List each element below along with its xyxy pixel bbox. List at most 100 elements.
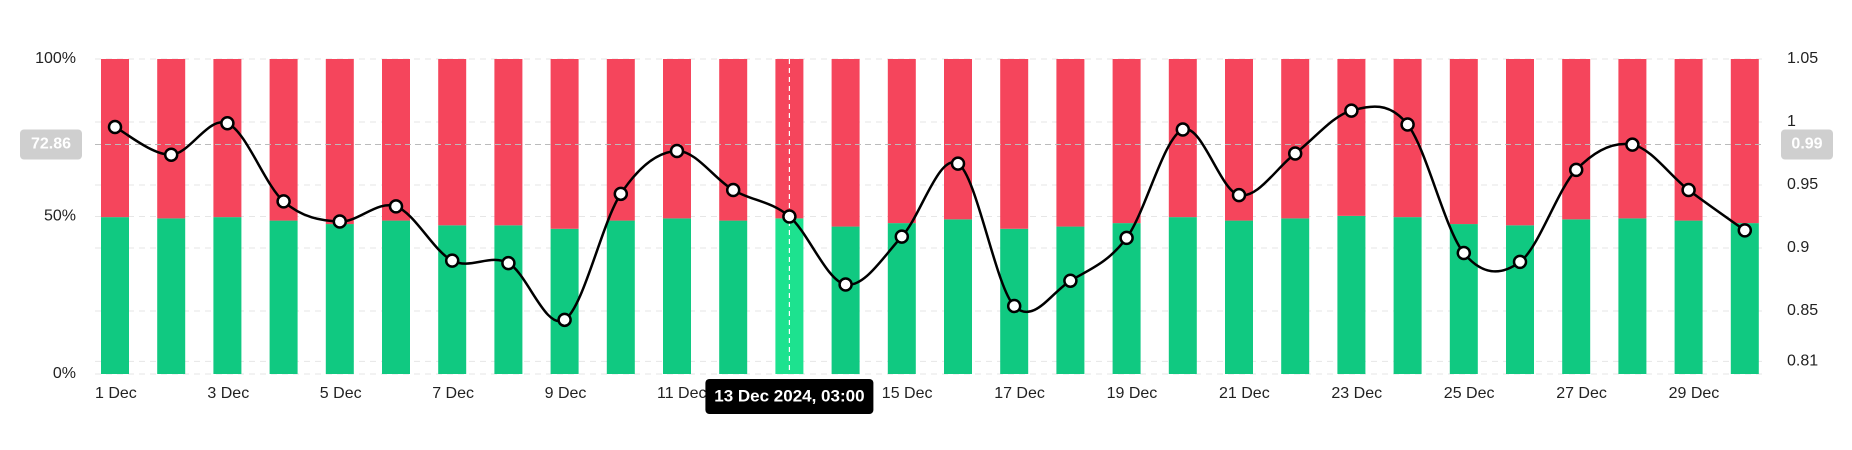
bar bbox=[831, 226, 860, 374]
bar bbox=[1225, 220, 1253, 374]
line-point bbox=[332, 214, 348, 229]
line-point bbox=[1231, 187, 1247, 203]
line-point bbox=[1344, 103, 1359, 118]
crosshair-y-label: 72.86 bbox=[31, 136, 71, 153]
x-tick-label: 19 Dec bbox=[1107, 385, 1158, 402]
x-tick-label: 21 Dec bbox=[1219, 385, 1270, 402]
y-tick-label: 100% bbox=[35, 50, 76, 67]
bar bbox=[663, 218, 691, 374]
line-point bbox=[501, 255, 516, 271]
tooltip-label: 13 Dec 2024, 03:00 bbox=[714, 386, 864, 405]
bar bbox=[663, 59, 691, 219]
bar bbox=[269, 220, 298, 374]
bar bbox=[157, 59, 186, 219]
line-point bbox=[388, 199, 404, 214]
bar bbox=[1506, 59, 1534, 226]
line bbox=[114, 105, 1746, 323]
line-point bbox=[1568, 162, 1584, 178]
line-point bbox=[1512, 254, 1528, 270]
line-point bbox=[838, 277, 853, 292]
x-tick-label: 3 Dec bbox=[207, 385, 249, 402]
y2-tick-label: 0.85 bbox=[1787, 302, 1818, 319]
bar bbox=[494, 225, 523, 374]
x-tick-label: 5 Dec bbox=[320, 385, 362, 402]
line-point bbox=[1287, 146, 1303, 161]
line-point bbox=[220, 116, 235, 131]
bar bbox=[213, 217, 242, 374]
bar bbox=[1000, 59, 1029, 229]
x-tick-label: 9 Dec bbox=[545, 385, 587, 402]
bar bbox=[1674, 220, 1703, 374]
line-point bbox=[1456, 245, 1472, 261]
x-tick-label: 25 Dec bbox=[1444, 385, 1495, 402]
x-tick-label: 1 Dec bbox=[95, 385, 137, 402]
y-tick-label: 0% bbox=[53, 365, 76, 382]
x-tick-label: 23 Dec bbox=[1331, 385, 1382, 402]
bar bbox=[1112, 223, 1141, 374]
bar bbox=[1393, 59, 1422, 218]
line-point bbox=[276, 194, 291, 209]
bar bbox=[325, 59, 354, 225]
bar bbox=[382, 220, 410, 374]
bar bbox=[1393, 217, 1422, 374]
bar bbox=[1449, 59, 1478, 225]
bar bbox=[1168, 217, 1197, 374]
y2-tick-label: 0.9 bbox=[1787, 239, 1809, 256]
bar bbox=[1056, 59, 1085, 227]
bar bbox=[101, 59, 129, 218]
bar bbox=[101, 217, 129, 374]
line-point bbox=[894, 229, 910, 244]
line-point bbox=[725, 182, 741, 198]
bar bbox=[1730, 223, 1759, 374]
line-point bbox=[444, 253, 460, 268]
line-point bbox=[782, 209, 797, 224]
line-point bbox=[950, 156, 966, 171]
bar bbox=[944, 219, 972, 374]
line-point bbox=[1006, 298, 1022, 314]
x-tick-label: 27 Dec bbox=[1556, 385, 1607, 402]
bar bbox=[325, 224, 354, 374]
line-point bbox=[1119, 230, 1134, 246]
line-point bbox=[669, 143, 685, 159]
bar bbox=[887, 59, 916, 224]
line-point bbox=[1737, 223, 1753, 238]
line-point bbox=[1175, 122, 1191, 137]
x-tick-label: 17 Dec bbox=[994, 385, 1045, 402]
bar bbox=[719, 220, 748, 374]
bar bbox=[831, 59, 860, 227]
bar bbox=[269, 59, 298, 221]
bar bbox=[1562, 59, 1591, 220]
line-point bbox=[1400, 117, 1415, 132]
x-tick-label: 11 Dec bbox=[657, 385, 707, 402]
line-point bbox=[163, 147, 179, 163]
bar bbox=[438, 59, 467, 226]
x-tick-label: 15 Dec bbox=[882, 385, 933, 402]
bar bbox=[606, 220, 635, 374]
bar bbox=[1112, 59, 1141, 224]
y2-tick-label: 1 bbox=[1787, 113, 1796, 130]
y2-tick-label: 1.05 bbox=[1787, 50, 1818, 67]
bar bbox=[213, 59, 242, 218]
bar bbox=[1618, 218, 1647, 374]
bar bbox=[1337, 215, 1366, 374]
y2-tick-label: 0.81 bbox=[1787, 353, 1818, 370]
bar bbox=[1562, 219, 1591, 374]
bar bbox=[438, 225, 467, 374]
crosshair-y-box bbox=[20, 129, 82, 160]
y2-tick-label: 0.95 bbox=[1787, 176, 1818, 193]
bar bbox=[157, 218, 186, 374]
line-point bbox=[613, 186, 629, 202]
x-tick-label: 29 Dec bbox=[1669, 385, 1720, 402]
bar bbox=[494, 59, 523, 226]
bar bbox=[887, 223, 916, 374]
line-point bbox=[107, 119, 123, 135]
bar bbox=[550, 59, 579, 229]
bar bbox=[550, 228, 579, 374]
line-point bbox=[1681, 182, 1696, 198]
bar bbox=[1506, 225, 1534, 374]
crosshair-y2-box bbox=[1781, 129, 1833, 160]
bar bbox=[944, 59, 972, 220]
bar bbox=[775, 59, 804, 219]
